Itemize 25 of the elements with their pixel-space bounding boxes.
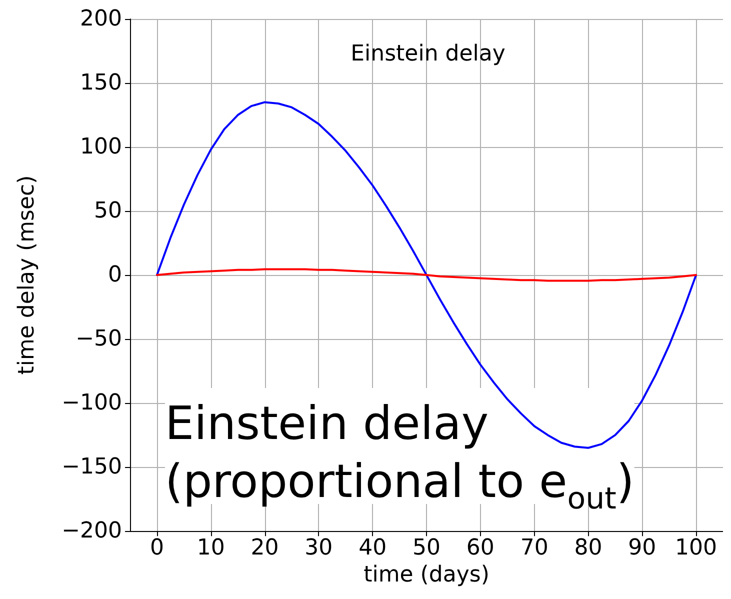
y-tick-label: −100 (62, 390, 122, 416)
y-tick-label: 50 (94, 198, 122, 224)
y-tick-label: 100 (80, 134, 122, 160)
x-tick-label: 70 (520, 536, 548, 561)
y-tick-label: 200 (80, 6, 122, 32)
x-tick-label: 60 (466, 536, 494, 561)
line-series (156, 101, 698, 449)
line-series (156, 268, 698, 282)
x-tick-label: 90 (628, 536, 656, 561)
x-tick-label: 0 (150, 536, 164, 561)
x-tick-label: 30 (304, 536, 333, 561)
y-tick-label: 150 (80, 70, 122, 96)
x-axis-title: time (days) (364, 562, 490, 588)
x-tick-label: 10 (196, 536, 225, 561)
x-tick-label: 50 (412, 536, 440, 561)
y-axis-title: time delay (msec) (14, 175, 40, 375)
x-tick-label: 40 (358, 536, 387, 561)
y-tick-label: −200 (62, 518, 122, 544)
x-tick-label: 80 (574, 536, 602, 561)
y-tick-label: −150 (62, 454, 122, 480)
y-tick-label: −50 (76, 326, 122, 352)
x-tick-label: 20 (250, 536, 279, 561)
y-tick-label: 0 (108, 262, 122, 288)
text: Einstein delay (350, 42, 506, 66)
x-tick-label: 100 (675, 536, 718, 561)
